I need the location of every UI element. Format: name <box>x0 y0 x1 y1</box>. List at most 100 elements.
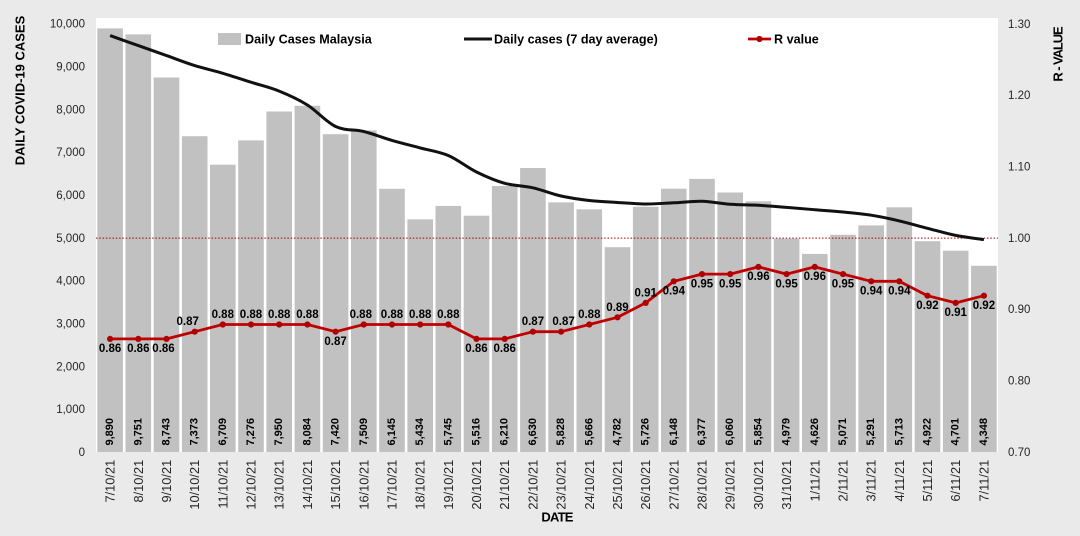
svg-text:4,348: 4,348 <box>978 418 990 446</box>
svg-text:2,000: 2,000 <box>56 361 85 373</box>
svg-text:5/11/21: 5/11/21 <box>920 460 935 502</box>
svg-text:1,000: 1,000 <box>56 404 85 416</box>
svg-text:2/11/21: 2/11/21 <box>836 460 851 502</box>
svg-text:5,713: 5,713 <box>893 418 905 446</box>
svg-text:R value: R value <box>774 33 819 47</box>
svg-text:5,000: 5,000 <box>56 233 85 245</box>
svg-text:0.86: 0.86 <box>99 343 121 355</box>
svg-text:4/11/21: 4/11/21 <box>892 460 907 502</box>
svg-text:6,377: 6,377 <box>696 418 708 446</box>
svg-text:9/10/21: 9/10/21 <box>159 460 174 503</box>
svg-text:4,626: 4,626 <box>809 418 821 446</box>
svg-text:0.86: 0.86 <box>152 343 174 355</box>
svg-text:20/10/21: 20/10/21 <box>469 460 484 510</box>
svg-text:21/10/21: 21/10/21 <box>497 460 512 510</box>
svg-text:25/10/21: 25/10/21 <box>610 460 625 510</box>
svg-text:0.88: 0.88 <box>268 309 291 321</box>
svg-text:0.89: 0.89 <box>606 302 628 314</box>
svg-text:11/10/21: 11/10/21 <box>215 460 230 509</box>
svg-text:0.88: 0.88 <box>381 309 404 321</box>
svg-text:5,666: 5,666 <box>583 418 595 446</box>
svg-text:30/10/21: 30/10/21 <box>751 460 766 510</box>
svg-text:0.94: 0.94 <box>860 286 883 298</box>
svg-text:27/10/21: 27/10/21 <box>666 460 681 510</box>
svg-text:7,420: 7,420 <box>330 418 342 446</box>
svg-text:0.88: 0.88 <box>409 309 432 321</box>
svg-text:15/10/21: 15/10/21 <box>328 460 343 510</box>
svg-text:0.87: 0.87 <box>522 316 544 328</box>
svg-text:1.20: 1.20 <box>1008 90 1030 102</box>
svg-text:0.87: 0.87 <box>552 316 574 328</box>
svg-text:0.86: 0.86 <box>127 343 149 355</box>
svg-text:10,000: 10,000 <box>50 19 85 31</box>
svg-text:28/10/21: 28/10/21 <box>695 460 710 510</box>
svg-text:DATE: DATE <box>541 510 573 525</box>
svg-text:1.10: 1.10 <box>1008 162 1030 174</box>
svg-text:6,000: 6,000 <box>56 190 85 202</box>
svg-text:9,000: 9,000 <box>56 62 85 74</box>
svg-text:1.00: 1.00 <box>1008 233 1030 245</box>
svg-text:6,630: 6,630 <box>527 418 539 446</box>
svg-text:5,434: 5,434 <box>414 417 426 445</box>
svg-text:4,979: 4,979 <box>781 418 793 446</box>
svg-text:7,276: 7,276 <box>245 418 257 446</box>
svg-text:3,000: 3,000 <box>56 319 85 331</box>
svg-text:0.88: 0.88 <box>296 309 319 321</box>
svg-text:0.86: 0.86 <box>465 343 487 355</box>
svg-text:5,828: 5,828 <box>555 418 567 446</box>
svg-text:6,709: 6,709 <box>217 418 229 446</box>
svg-text:0.92: 0.92 <box>973 300 995 312</box>
svg-text:14/10/21: 14/10/21 <box>300 460 315 510</box>
svg-text:9,751: 9,751 <box>132 418 144 446</box>
svg-text:0.95: 0.95 <box>691 278 714 290</box>
svg-text:0.91: 0.91 <box>635 287 658 299</box>
svg-text:0.80: 0.80 <box>1008 376 1030 388</box>
svg-text:DAILY COVID-19 CASES: DAILY COVID-19 CASES <box>12 15 27 165</box>
svg-text:17/10/21: 17/10/21 <box>385 460 400 510</box>
svg-text:0.96: 0.96 <box>747 271 769 283</box>
svg-text:18/10/21: 18/10/21 <box>413 460 428 510</box>
svg-text:Daily Cases Malaysia: Daily Cases Malaysia <box>245 33 373 47</box>
svg-text:0.88: 0.88 <box>212 309 235 321</box>
svg-text:3/11/21: 3/11/21 <box>864 460 879 502</box>
svg-text:4,000: 4,000 <box>56 276 85 288</box>
svg-text:23/10/21: 23/10/21 <box>554 460 569 510</box>
svg-text:4,701: 4,701 <box>950 418 962 446</box>
svg-text:5,726: 5,726 <box>640 418 652 446</box>
svg-text:10/10/21: 10/10/21 <box>187 460 202 510</box>
svg-text:0.87: 0.87 <box>324 336 346 348</box>
svg-text:0.94: 0.94 <box>888 286 911 298</box>
svg-text:19/10/21: 19/10/21 <box>441 460 456 510</box>
svg-text:26/10/21: 26/10/21 <box>638 460 653 510</box>
svg-text:7,950: 7,950 <box>273 418 285 446</box>
svg-text:0.90: 0.90 <box>1008 304 1030 316</box>
svg-text:24/10/21: 24/10/21 <box>582 460 597 510</box>
svg-text:22/10/21: 22/10/21 <box>525 460 540 510</box>
svg-text:6,210: 6,210 <box>499 418 511 446</box>
svg-text:0.94: 0.94 <box>663 286 686 298</box>
svg-text:7,509: 7,509 <box>358 418 370 446</box>
svg-text:0.92: 0.92 <box>916 300 938 312</box>
svg-text:0: 0 <box>79 447 85 459</box>
svg-text:5,291: 5,291 <box>865 418 877 446</box>
svg-text:29/10/21: 29/10/21 <box>723 460 738 510</box>
svg-text:7/11/21: 7/11/21 <box>976 460 991 502</box>
svg-text:R - VALUE: R - VALUE <box>1051 26 1066 82</box>
svg-text:8,000: 8,000 <box>56 104 85 116</box>
svg-text:7,000: 7,000 <box>56 147 85 159</box>
svg-text:0.88: 0.88 <box>240 309 263 321</box>
svg-text:9,890: 9,890 <box>104 418 116 446</box>
svg-text:0.87: 0.87 <box>177 316 199 328</box>
svg-text:7,373: 7,373 <box>189 418 201 446</box>
svg-text:5,071: 5,071 <box>837 418 849 446</box>
svg-text:0.70: 0.70 <box>1008 447 1030 459</box>
svg-text:4,922: 4,922 <box>922 418 934 446</box>
svg-text:1/11/21: 1/11/21 <box>807 460 822 502</box>
svg-text:5,854: 5,854 <box>752 417 764 445</box>
svg-text:0.95: 0.95 <box>775 278 798 290</box>
svg-text:4,782: 4,782 <box>612 418 624 446</box>
svg-text:16/10/21: 16/10/21 <box>356 460 371 510</box>
svg-text:0.95: 0.95 <box>719 278 742 290</box>
svg-text:0.86: 0.86 <box>494 343 516 355</box>
svg-text:5,745: 5,745 <box>442 418 454 446</box>
